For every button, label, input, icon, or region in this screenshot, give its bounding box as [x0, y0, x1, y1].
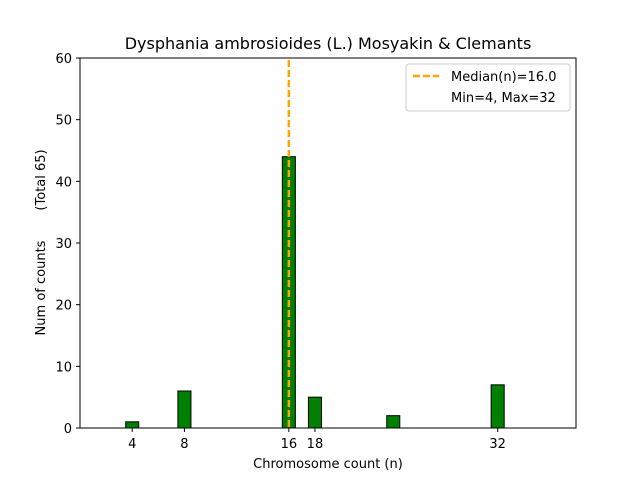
x-tick-label-16: 16: [281, 437, 298, 452]
bars-layer: [113, 156, 541, 429]
y-tick-label-10: 10: [55, 360, 72, 375]
legend-entry-range: Min=4, Max=32: [451, 91, 556, 106]
y-tick-label-30: 30: [55, 237, 72, 252]
x-tick-label-4: 4: [128, 437, 136, 452]
chart-title: Dysphania ambrosioides (L.) Mosyakin & C…: [125, 34, 532, 53]
x-tick-label-8: 8: [180, 437, 188, 452]
y-tick-label-50: 50: [55, 114, 72, 129]
y-axis-label: Num of counts: [34, 240, 49, 335]
x-tick-label-18: 18: [307, 437, 324, 452]
bar-n-18: [307, 396, 322, 429]
y-ticks: 0 10 20 30 40 50 60: [55, 52, 80, 437]
bar-n-8: [177, 390, 192, 429]
legend-entry-median: Median(n)=16.0: [451, 70, 557, 85]
x-tick-label-32: 32: [489, 437, 506, 452]
bar-n-24: [386, 415, 401, 429]
x-axis-label: Chromosome count (n): [253, 457, 403, 472]
y-tick-label-40: 40: [55, 175, 72, 190]
legend: Median(n)=16.0 Min=4, Max=32: [405, 63, 571, 112]
bar-n-4: [125, 421, 140, 429]
plot-frame: [79, 57, 577, 429]
y-tick-label-60: 60: [55, 52, 72, 67]
y-tick-label-0: 0: [64, 422, 72, 437]
legend-box: [405, 63, 571, 112]
y-axis-total-note: (Total 65): [34, 149, 49, 210]
y-tick-label-20: 20: [55, 299, 72, 314]
x-ticks: 4 8 16 18 32: [128, 428, 506, 452]
bar-n-32: [490, 384, 505, 429]
